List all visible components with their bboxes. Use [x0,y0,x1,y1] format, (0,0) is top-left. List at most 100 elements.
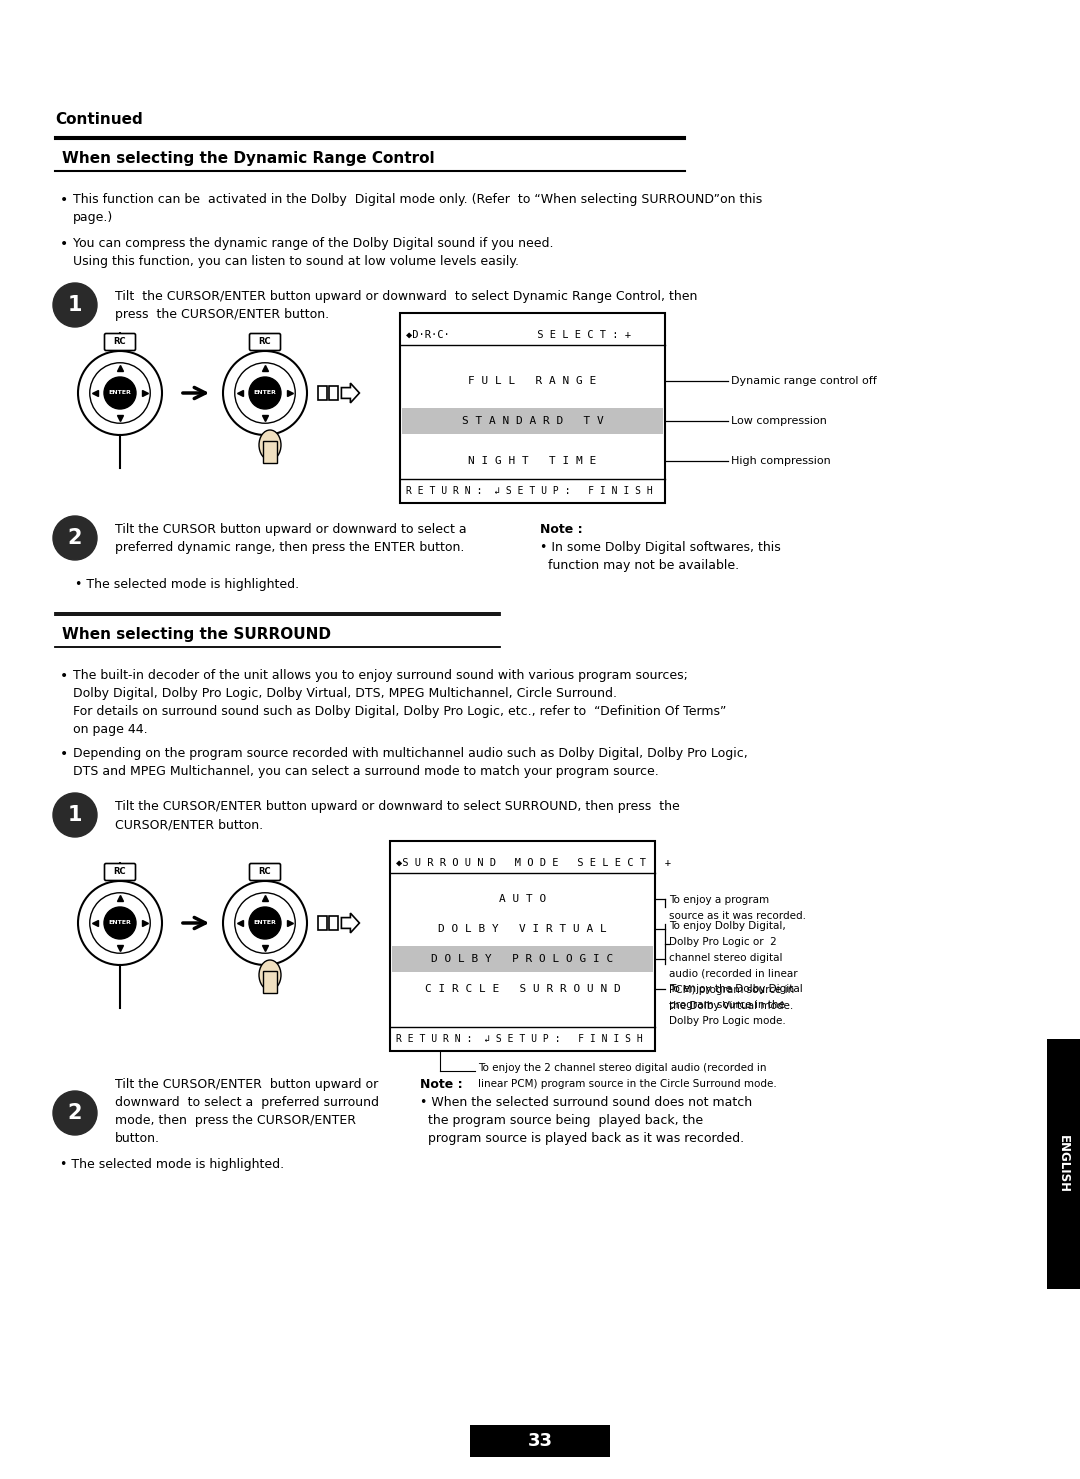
Text: • The selected mode is highlighted.: • The selected mode is highlighted. [60,1158,284,1171]
Text: DTS and MPEG Multichannel, you can select a surround mode to match your program : DTS and MPEG Multichannel, you can selec… [73,765,659,778]
Text: program source in the: program source in the [669,1000,785,1010]
Text: ENTER: ENTER [254,390,276,395]
Text: source as it was recorded.: source as it was recorded. [669,911,806,921]
Text: channel stereo digital: channel stereo digital [669,952,783,963]
Text: the Dolby Virtual mode.: the Dolby Virtual mode. [669,1001,793,1012]
Text: R E T U R N :  ↲ S E T U P :   F I N I S H: R E T U R N : ↲ S E T U P : F I N I S H [406,487,652,495]
Bar [470,1424,610,1457]
Text: •: • [60,747,68,762]
Text: RC: RC [259,337,271,346]
Text: Dolby Pro Logic mode.: Dolby Pro Logic mode. [669,1016,786,1026]
Text: audio (recorded in linear: audio (recorded in linear [669,969,798,979]
Circle shape [104,907,136,939]
FancyBboxPatch shape [105,333,135,351]
Text: High compression: High compression [731,456,831,466]
Text: Using this function, you can listen to sound at low volume levels easily.: Using this function, you can listen to s… [73,254,519,268]
Text: Continued: Continued [55,111,143,127]
Circle shape [234,893,295,954]
Text: Tilt the CURSOR/ENTER button upward or downward to select SURROUND, then press  : Tilt the CURSOR/ENTER button upward or d… [114,800,679,813]
Text: Dynamic range control off: Dynamic range control off [731,376,877,386]
Text: This function can be  activated in the Dolby  Digital mode only. (Refer  to “Whe: This function can be activated in the Do… [73,192,762,206]
Text: •: • [60,192,68,207]
Text: 33: 33 [527,1432,553,1449]
Bar [328,916,338,930]
Bar [390,842,654,1052]
Text: 2: 2 [68,528,82,549]
Circle shape [234,362,295,423]
Text: • In some Dolby Digital softwares, this: • In some Dolby Digital softwares, this [540,541,781,555]
Text: Tilt the CURSOR/ENTER  button upward or: Tilt the CURSOR/ENTER button upward or [114,1078,378,1092]
Text: Dolby Pro Logic or  2: Dolby Pro Logic or 2 [669,938,777,947]
Text: To enjoy the 2 channel stereo digital audio (recorded in: To enjoy the 2 channel stereo digital au… [478,1063,767,1072]
Text: page.): page.) [73,211,113,223]
Text: C I R C L E   S U R R O U N D: C I R C L E S U R R O U N D [424,984,620,994]
Bar [392,947,653,972]
Bar [264,972,276,992]
Circle shape [249,907,281,939]
Text: ENTER: ENTER [254,920,276,926]
Text: F U L L   R A N G E: F U L L R A N G E [469,376,596,386]
Text: downward  to select a  preferred surround: downward to select a preferred surround [114,1096,379,1109]
Text: linear PCM) program source in the Circle Surround mode.: linear PCM) program source in the Circle… [478,1080,777,1089]
Ellipse shape [259,960,281,989]
Text: mode, then  press the CURSOR/ENTER: mode, then press the CURSOR/ENTER [114,1114,356,1127]
Text: press  the CURSOR/ENTER button.: press the CURSOR/ENTER button. [114,308,329,321]
Circle shape [53,282,97,327]
Text: CURSOR/ENTER button.: CURSOR/ENTER button. [114,818,264,831]
Text: When selecting the SURROUND: When selecting the SURROUND [62,627,330,642]
Text: D O L B Y   P R O L O G I C: D O L B Y P R O L O G I C [431,954,613,964]
Text: ◆D·R·C·              S E L E C T : +: ◆D·R·C· S E L E C T : + [406,330,631,340]
Text: preferred dynamic range, then press the ENTER button.: preferred dynamic range, then press the … [114,541,464,555]
Text: The built-in decoder of the unit allows you to enjoy surround sound with various: The built-in decoder of the unit allows … [73,669,688,682]
Text: ENTER: ENTER [109,920,132,926]
Polygon shape [341,913,360,933]
Text: When selecting the Dynamic Range Control: When selecting the Dynamic Range Control [62,151,434,167]
Circle shape [78,881,162,964]
Bar [400,314,665,503]
Polygon shape [341,383,360,402]
Circle shape [222,351,307,435]
Text: •: • [60,237,68,251]
Text: PCM) program source in: PCM) program source in [669,985,794,995]
Circle shape [78,351,162,435]
Text: Dolby Digital, Dolby Pro Logic, Dolby Virtual, DTS, MPEG Multichannel, Circle Su: Dolby Digital, Dolby Pro Logic, Dolby Vi… [73,688,617,700]
FancyBboxPatch shape [105,864,135,880]
Text: Tilt the CURSOR button upward or downward to select a: Tilt the CURSOR button upward or downwar… [114,524,467,535]
Bar [264,441,276,463]
FancyBboxPatch shape [249,333,281,351]
Circle shape [104,377,136,410]
Text: on page 44.: on page 44. [73,723,148,737]
Circle shape [90,893,150,954]
Text: S T A N D A R D   T V: S T A N D A R D T V [461,416,604,426]
Circle shape [249,377,281,410]
Text: R E T U R N :  ↲ S E T U P :   F I N I S H: R E T U R N : ↲ S E T U P : F I N I S H [396,1034,643,1044]
Text: ENGLISH: ENGLISH [1057,1134,1070,1194]
Text: Note :: Note : [540,524,582,535]
Circle shape [53,793,97,837]
Text: N I G H T   T I M E: N I G H T T I M E [469,456,596,466]
Text: Low compression: Low compression [731,416,827,426]
Text: button.: button. [114,1131,160,1145]
Text: 2: 2 [68,1103,82,1123]
Text: To enjoy Dolby Digital,: To enjoy Dolby Digital, [669,921,786,930]
Text: 1: 1 [68,294,82,315]
Ellipse shape [259,430,281,460]
Bar [318,916,327,930]
Text: function may not be available.: function may not be available. [540,559,739,572]
Text: Depending on the program source recorded with multichannel audio such as Dolby D: Depending on the program source recorded… [73,747,747,760]
Bar [318,386,327,401]
Text: the program source being  played back, the: the program source being played back, th… [420,1114,703,1127]
Text: ◆S U R R O U N D   M O D E   S E L E C T : +: ◆S U R R O U N D M O D E S E L E C T : + [396,858,671,868]
Text: •: • [60,669,68,683]
Circle shape [222,881,307,964]
Text: program source is played back as it was recorded.: program source is played back as it was … [420,1131,744,1145]
Bar [328,386,338,401]
Text: • When the selected surround sound does not match: • When the selected surround sound does … [420,1096,752,1109]
Text: D O L B Y   V I R T U A L: D O L B Y V I R T U A L [438,924,607,935]
Text: Note :: Note : [420,1078,462,1092]
FancyBboxPatch shape [249,864,281,880]
Text: RC: RC [113,868,126,877]
Text: For details on surround sound such as Dolby Digital, Dolby Pro Logic, etc., refe: For details on surround sound such as Do… [73,705,727,717]
Text: ENTER: ENTER [109,390,132,395]
Text: You can compress the dynamic range of the Dolby Digital sound if you need.: You can compress the dynamic range of th… [73,237,554,250]
